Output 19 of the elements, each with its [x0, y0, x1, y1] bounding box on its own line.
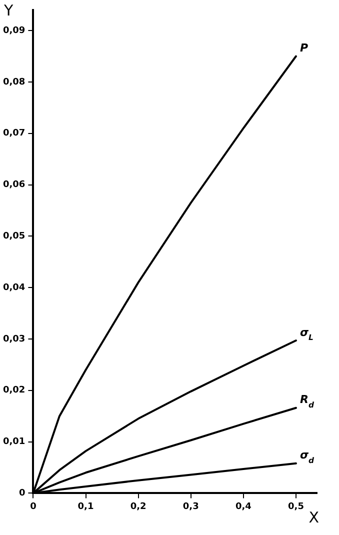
x-tick-label: 0,1 [78, 502, 94, 512]
y-tick-label: 0,03 [2, 334, 26, 344]
x-tick-label: 0,3 [182, 502, 199, 512]
series-label: P [300, 42, 308, 55]
y-tick-label: 0,01 [2, 437, 26, 448]
x-tick-label: 0,4 [235, 502, 252, 512]
y-tick-label: 0 [18, 488, 26, 499]
x-tick-label: 0 [30, 502, 36, 512]
y-tick-label: 0,08 [2, 77, 26, 88]
y-tick-label: 0,05 [2, 232, 26, 242]
y-tick-label: 0,02 [2, 386, 26, 396]
y-tick-label: 0,09 [2, 26, 26, 36]
x-axis-title: X [308, 508, 319, 527]
y-tick-label: 0,06 [2, 180, 26, 190]
x-tick-label: 0,5 [288, 502, 304, 512]
y-tick-label: 0,04 [2, 282, 26, 293]
y-tick-label: 0,07 [2, 128, 26, 139]
x-tick-label: 0,2 [130, 502, 146, 512]
y-axis-title: Y [3, 1, 14, 20]
